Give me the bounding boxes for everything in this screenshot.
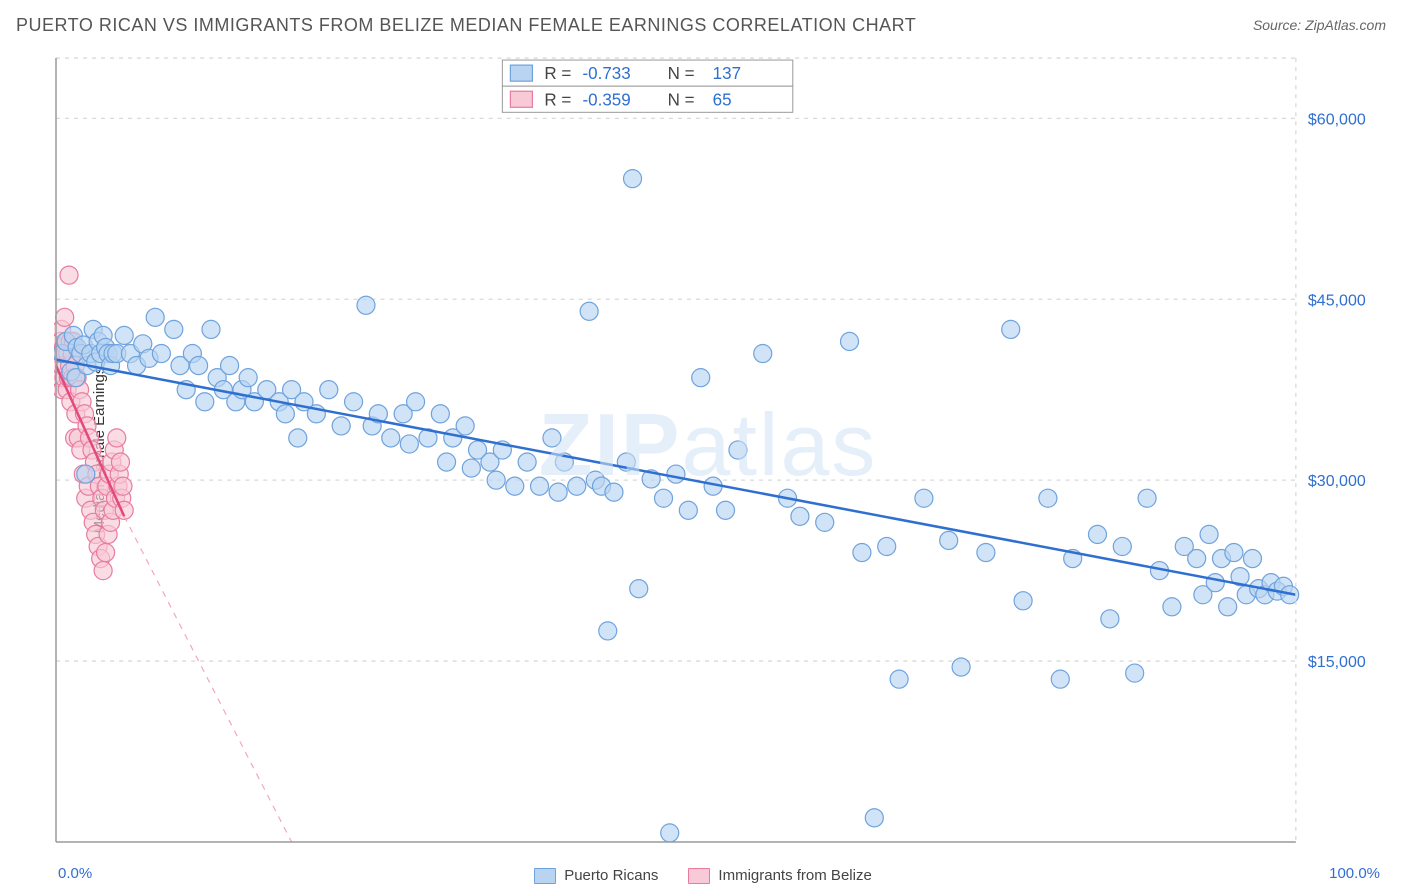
legend-item-pr: Puerto Ricans (534, 867, 658, 884)
legend-swatch-bz (688, 868, 710, 884)
svg-text:65: 65 (713, 90, 732, 109)
svg-text:-0.733: -0.733 (582, 64, 630, 83)
scatter-points (54, 170, 1299, 842)
plot-area: Median Female Earnings $15,000$30,000$45… (30, 48, 1386, 852)
legend-item-bz: Immigrants from Belize (688, 867, 871, 884)
axes (56, 58, 1296, 842)
source-attribution: Source: ZipAtlas.com (1253, 17, 1386, 33)
svg-text:$45,000: $45,000 (1308, 291, 1366, 309)
gridlines (56, 58, 1296, 661)
source-name: ZipAtlas.com (1305, 17, 1386, 33)
svg-text:$60,000: $60,000 (1308, 110, 1366, 128)
svg-text:N =: N = (668, 64, 695, 83)
chart-title: PUERTO RICAN VS IMMIGRANTS FROM BELIZE M… (16, 15, 916, 36)
legend-swatch-pr (534, 868, 556, 884)
svg-text:$15,000: $15,000 (1308, 653, 1366, 671)
bottom-legend: Puerto Ricans Immigrants from Belize (0, 867, 1406, 884)
svg-text:-0.359: -0.359 (582, 90, 630, 109)
legend-label-pr: Puerto Ricans (564, 867, 658, 884)
legend-label-bz: Immigrants from Belize (718, 867, 871, 884)
trend-lines (56, 360, 1296, 842)
scatter-chart: $15,000 $30,000 $45,000 $60,000 R = -0.733 N … (54, 48, 1386, 852)
stats-legend-box: R = -0.733 N = 137 R = -0.359 N = 65 (502, 60, 792, 112)
y-tick-labels: $15,000 $30,000 $45,000 $60,000 (1308, 110, 1366, 671)
source-prefix: Source: (1253, 17, 1305, 33)
svg-text:R =: R = (544, 90, 571, 109)
svg-text:N =: N = (668, 90, 695, 109)
chart-header: PUERTO RICAN VS IMMIGRANTS FROM BELIZE M… (0, 0, 1406, 46)
svg-text:R =: R = (544, 64, 571, 83)
svg-text:137: 137 (713, 64, 741, 83)
svg-text:$30,000: $30,000 (1308, 472, 1366, 490)
